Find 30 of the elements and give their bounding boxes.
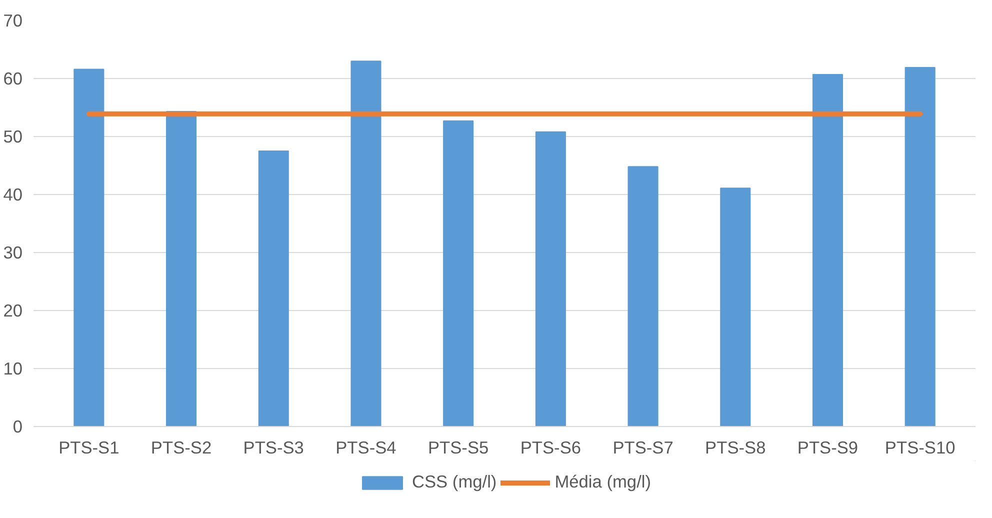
bar (350, 60, 382, 426)
legend-label: Média (mg/l) (554, 472, 652, 492)
legend-label: CSS (mg/l) (412, 472, 497, 492)
x-tick-label: PTS-S10 (884, 438, 956, 458)
y-tick-label: 20 (3, 300, 23, 320)
x-tick-label: PTS-S1 (58, 438, 120, 458)
y-tick-label: 30 (3, 242, 23, 262)
y-tick-label: 40 (3, 184, 23, 204)
y-tick-label: 0 (12, 416, 23, 436)
bar (166, 111, 197, 426)
x-tick-label: PTS-S8 (705, 438, 766, 458)
y-tick-label: 10 (3, 358, 23, 378)
x-tick-label: PTS-S9 (797, 438, 858, 458)
bar (74, 68, 104, 426)
x-tick-label: PTS-S5 (428, 438, 489, 458)
y-tick-label: 70 (3, 10, 23, 30)
x-tick-label: PTS-S7 (612, 438, 674, 458)
bar (812, 74, 844, 426)
x-tick-label: PTS-S6 (520, 438, 582, 458)
y-tick-label: 60 (3, 68, 23, 88)
bar (258, 150, 289, 426)
bar (535, 131, 566, 426)
bar (904, 66, 936, 426)
bar (443, 120, 474, 426)
y-tick-label: 50 (3, 126, 23, 146)
bar (628, 166, 658, 426)
x-tick-label: PTS-S4 (336, 438, 397, 458)
x-tick-label: PTS-S3 (243, 438, 304, 458)
x-tick-label: PTS-S2 (150, 438, 212, 458)
bar (720, 188, 751, 426)
